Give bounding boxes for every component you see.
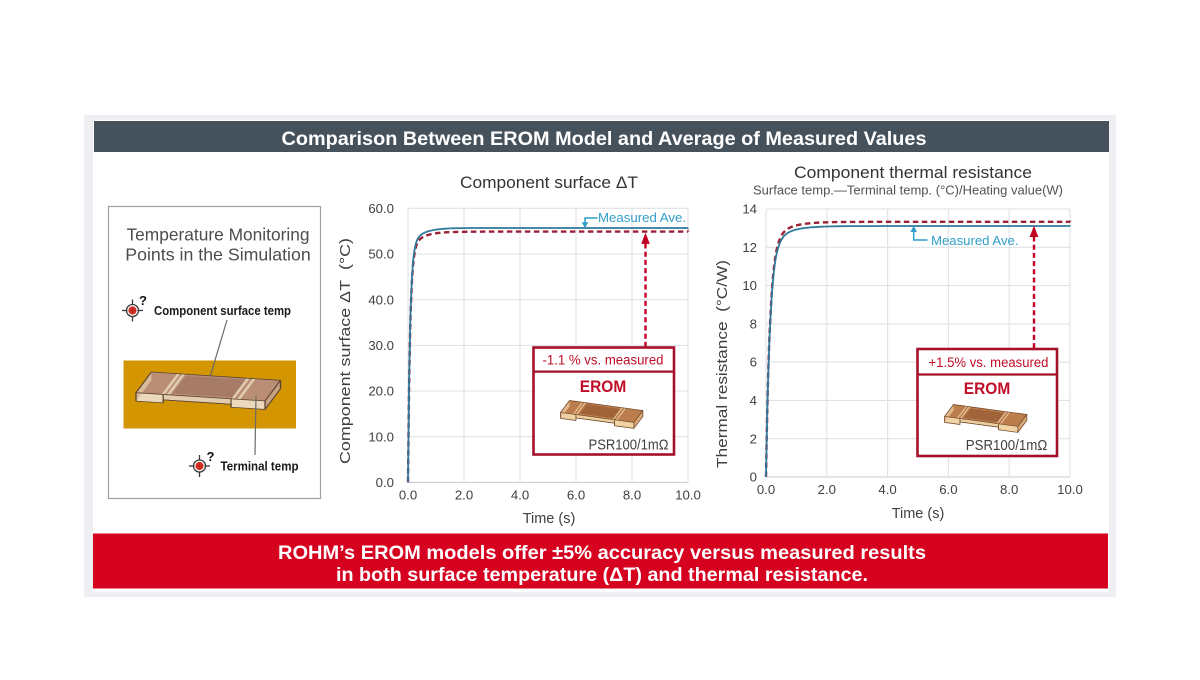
svg-text:0.0: 0.0 xyxy=(376,475,394,490)
svg-text:Time (s): Time (s) xyxy=(892,506,945,522)
svg-text:6: 6 xyxy=(750,355,757,370)
svg-text:0.0: 0.0 xyxy=(757,482,775,497)
svg-text:Terminal temp: Terminal temp xyxy=(221,460,299,474)
svg-text:60.0: 60.0 xyxy=(368,201,394,216)
svg-text:14: 14 xyxy=(742,202,757,217)
svg-text:Component surface temp: Component surface temp xyxy=(154,304,291,318)
svg-text:2.0: 2.0 xyxy=(455,487,473,502)
svg-text:8.0: 8.0 xyxy=(1000,482,1018,497)
svg-text:?: ? xyxy=(207,449,215,464)
svg-text:in both surface temperature (Δ: in both surface temperature (ΔT) and the… xyxy=(336,565,868,586)
svg-text:10: 10 xyxy=(742,278,757,293)
svg-text:4.0: 4.0 xyxy=(878,482,896,497)
svg-text:0.0: 0.0 xyxy=(399,487,417,502)
svg-text:Measured Ave.: Measured Ave. xyxy=(598,210,686,225)
svg-text:Thermal resistance (°C/W): Thermal resistance (°C/W) xyxy=(714,260,731,468)
svg-text:Temperature Monitoring: Temperature Monitoring xyxy=(127,225,310,245)
svg-text:2.0: 2.0 xyxy=(818,482,836,497)
svg-text:10.0: 10.0 xyxy=(1057,482,1083,497)
svg-text:+1.5% vs. measured: +1.5% vs. measured xyxy=(929,355,1049,370)
svg-text:0: 0 xyxy=(750,470,757,485)
svg-text:Time (s): Time (s) xyxy=(523,511,576,527)
svg-text:4: 4 xyxy=(750,393,757,408)
svg-text:Component surface ΔT (°C): Component surface ΔT (°C) xyxy=(337,238,354,464)
svg-text:-1.1 % vs. measured: -1.1 % vs. measured xyxy=(543,353,664,368)
svg-text:50.0: 50.0 xyxy=(368,247,394,262)
svg-text:Points in the Simulation: Points in the Simulation xyxy=(125,245,311,265)
svg-text:30.0: 30.0 xyxy=(368,338,394,353)
svg-text:?: ? xyxy=(139,293,147,308)
svg-text:EROM: EROM xyxy=(580,377,627,396)
svg-text:Component surface ΔT: Component surface ΔT xyxy=(460,173,638,192)
svg-text:4.0: 4.0 xyxy=(511,487,529,502)
svg-text:10.0: 10.0 xyxy=(368,429,394,444)
svg-text:40.0: 40.0 xyxy=(368,292,394,307)
svg-text:10.0: 10.0 xyxy=(675,487,701,502)
svg-text:Comparison Between EROM Model: Comparison Between EROM Model and Averag… xyxy=(282,128,927,150)
svg-text:Component thermal resistance: Component thermal resistance xyxy=(794,163,1032,182)
svg-text:6.0: 6.0 xyxy=(939,482,957,497)
svg-text:Measured Ave.: Measured Ave. xyxy=(931,233,1019,248)
svg-text:6.0: 6.0 xyxy=(567,487,585,502)
svg-text:8: 8 xyxy=(750,317,757,332)
svg-text:8.0: 8.0 xyxy=(623,487,641,502)
svg-text:EROM: EROM xyxy=(964,379,1011,398)
svg-text:PSR100/1mΩ: PSR100/1mΩ xyxy=(966,438,1048,454)
svg-text:12: 12 xyxy=(742,240,757,255)
svg-text:2: 2 xyxy=(750,431,757,446)
svg-text:20.0: 20.0 xyxy=(368,384,394,399)
svg-text:PSR100/1mΩ: PSR100/1mΩ xyxy=(589,438,669,454)
svg-text:ROHM’s EROM models offer ±5% a: ROHM’s EROM models offer ±5% accuracy ve… xyxy=(278,543,926,564)
svg-text:Surface temp.—Terminal temp. (: Surface temp.—Terminal temp. (°C)/Heatin… xyxy=(753,183,1063,198)
